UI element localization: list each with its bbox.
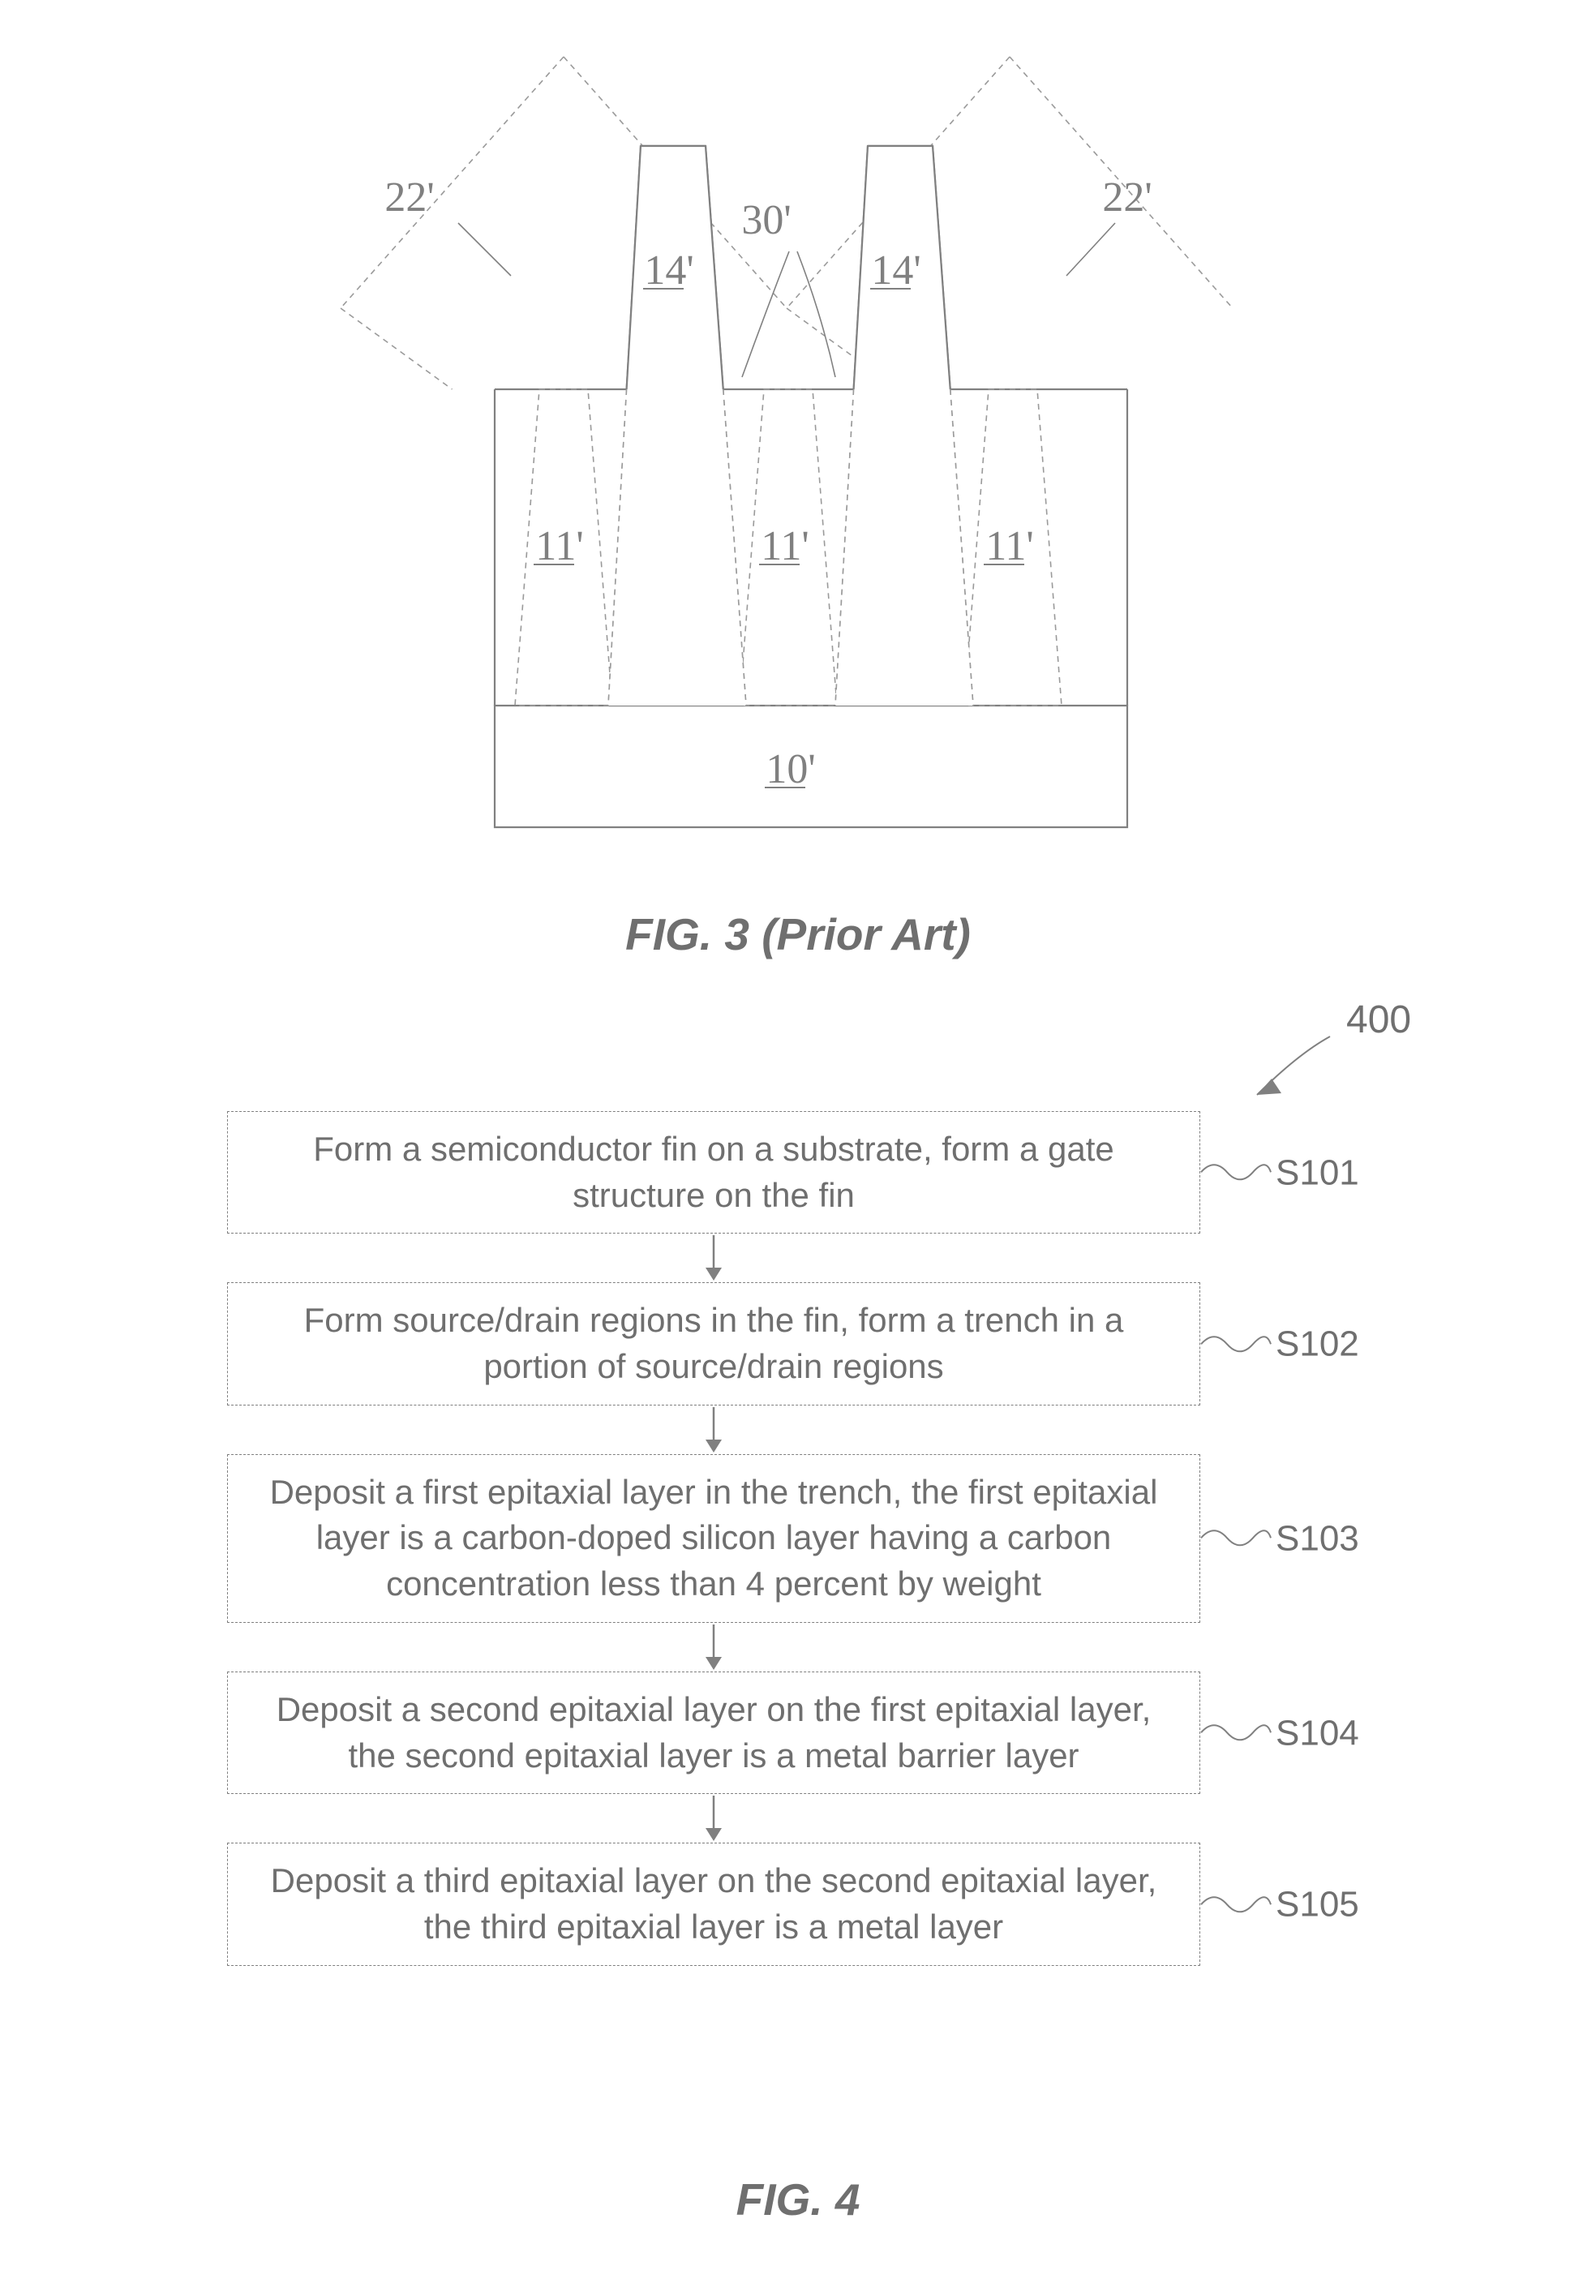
flow-step-text: Deposit a first epitaxial layer in the t…: [252, 1470, 1175, 1607]
flow-step-s101: Form a semiconductor fin on a substrate,…: [227, 1111, 1200, 1234]
flow-step-label: S102: [1199, 1320, 1359, 1367]
arrow-down-icon: [697, 1623, 730, 1672]
flow-step-label: S104: [1199, 1709, 1359, 1757]
fig3-diagram: 22' 22' 14' 14' 30' 11' 11' 11' 10': [292, 41, 1298, 868]
flow-step-s105: Deposit a third epitaxial layer on the s…: [227, 1843, 1200, 1965]
squiggle-icon: [1199, 1716, 1272, 1749]
flow-step-s104: Deposit a second epitaxial layer on the …: [227, 1672, 1200, 1794]
flow-step-label: S105: [1199, 1880, 1359, 1928]
fig3-label-right_22: 22': [1102, 174, 1152, 221]
fig3-label-right_14: 14': [871, 247, 920, 294]
flow-arrow-down: [227, 1405, 1200, 1454]
flow-step-s103: Deposit a first epitaxial layer in the t…: [227, 1454, 1200, 1623]
flow-step-label: S103: [1199, 1514, 1359, 1562]
fig3-label-base_10: 10': [766, 746, 815, 792]
flow-step-label: S101: [1199, 1148, 1359, 1196]
flow-arrow-down: [227, 1234, 1200, 1282]
arrow-down-icon: [697, 1234, 730, 1282]
fig3-caption: FIG. 3 (Prior Art): [0, 908, 1596, 960]
fig3-label-left_22: 22': [384, 174, 434, 221]
squiggle-icon: [1199, 1888, 1272, 1920]
flow-step-code: S103: [1276, 1514, 1359, 1562]
page-root: 22' 22' 14' 14' 30' 11' 11' 11' 10' FIG. 3 (Prio…: [0, 0, 1596, 2296]
flow-step-s102: Form source/drain regions in the fin, fo…: [227, 1282, 1200, 1405]
flow-step-code: S101: [1276, 1148, 1359, 1196]
squiggle-icon: [1199, 1328, 1272, 1360]
fig4-caption: FIG. 4: [0, 2174, 1596, 2225]
arrow-down-icon: [697, 1794, 730, 1843]
flow-step-text: Form source/drain regions in the fin, fo…: [252, 1298, 1175, 1389]
flowchart: Form a semiconductor fin on a substrate,…: [227, 1111, 1200, 1966]
arrow-down-icon: [697, 1405, 730, 1454]
flow-step-code: S102: [1276, 1320, 1359, 1367]
fig3-label-ref_30: 30': [741, 197, 791, 243]
flow-step-text: Deposit a third epitaxial layer on the s…: [252, 1858, 1175, 1950]
flow-step-code: S105: [1276, 1880, 1359, 1928]
squiggle-icon: [1199, 1522, 1272, 1555]
flow-ref-arrow: [1233, 1030, 1346, 1111]
fig3-label-right_11: 11': [985, 523, 1033, 569]
flow-step-text: Form a semiconductor fin on a substrate,…: [252, 1127, 1175, 1218]
flow-step-code: S104: [1276, 1709, 1359, 1757]
flow-arrow-down: [227, 1623, 1200, 1672]
flow-step-text: Deposit a second epitaxial layer on the …: [252, 1687, 1175, 1779]
fig3-label-left_11: 11': [535, 523, 583, 569]
squiggle-icon: [1199, 1157, 1272, 1189]
flow-arrow-down: [227, 1794, 1200, 1843]
fig3-label-mid_11: 11': [761, 523, 809, 569]
fig3-label-left_14: 14': [644, 247, 693, 294]
flow-ref-number: 400: [1346, 998, 1411, 1042]
